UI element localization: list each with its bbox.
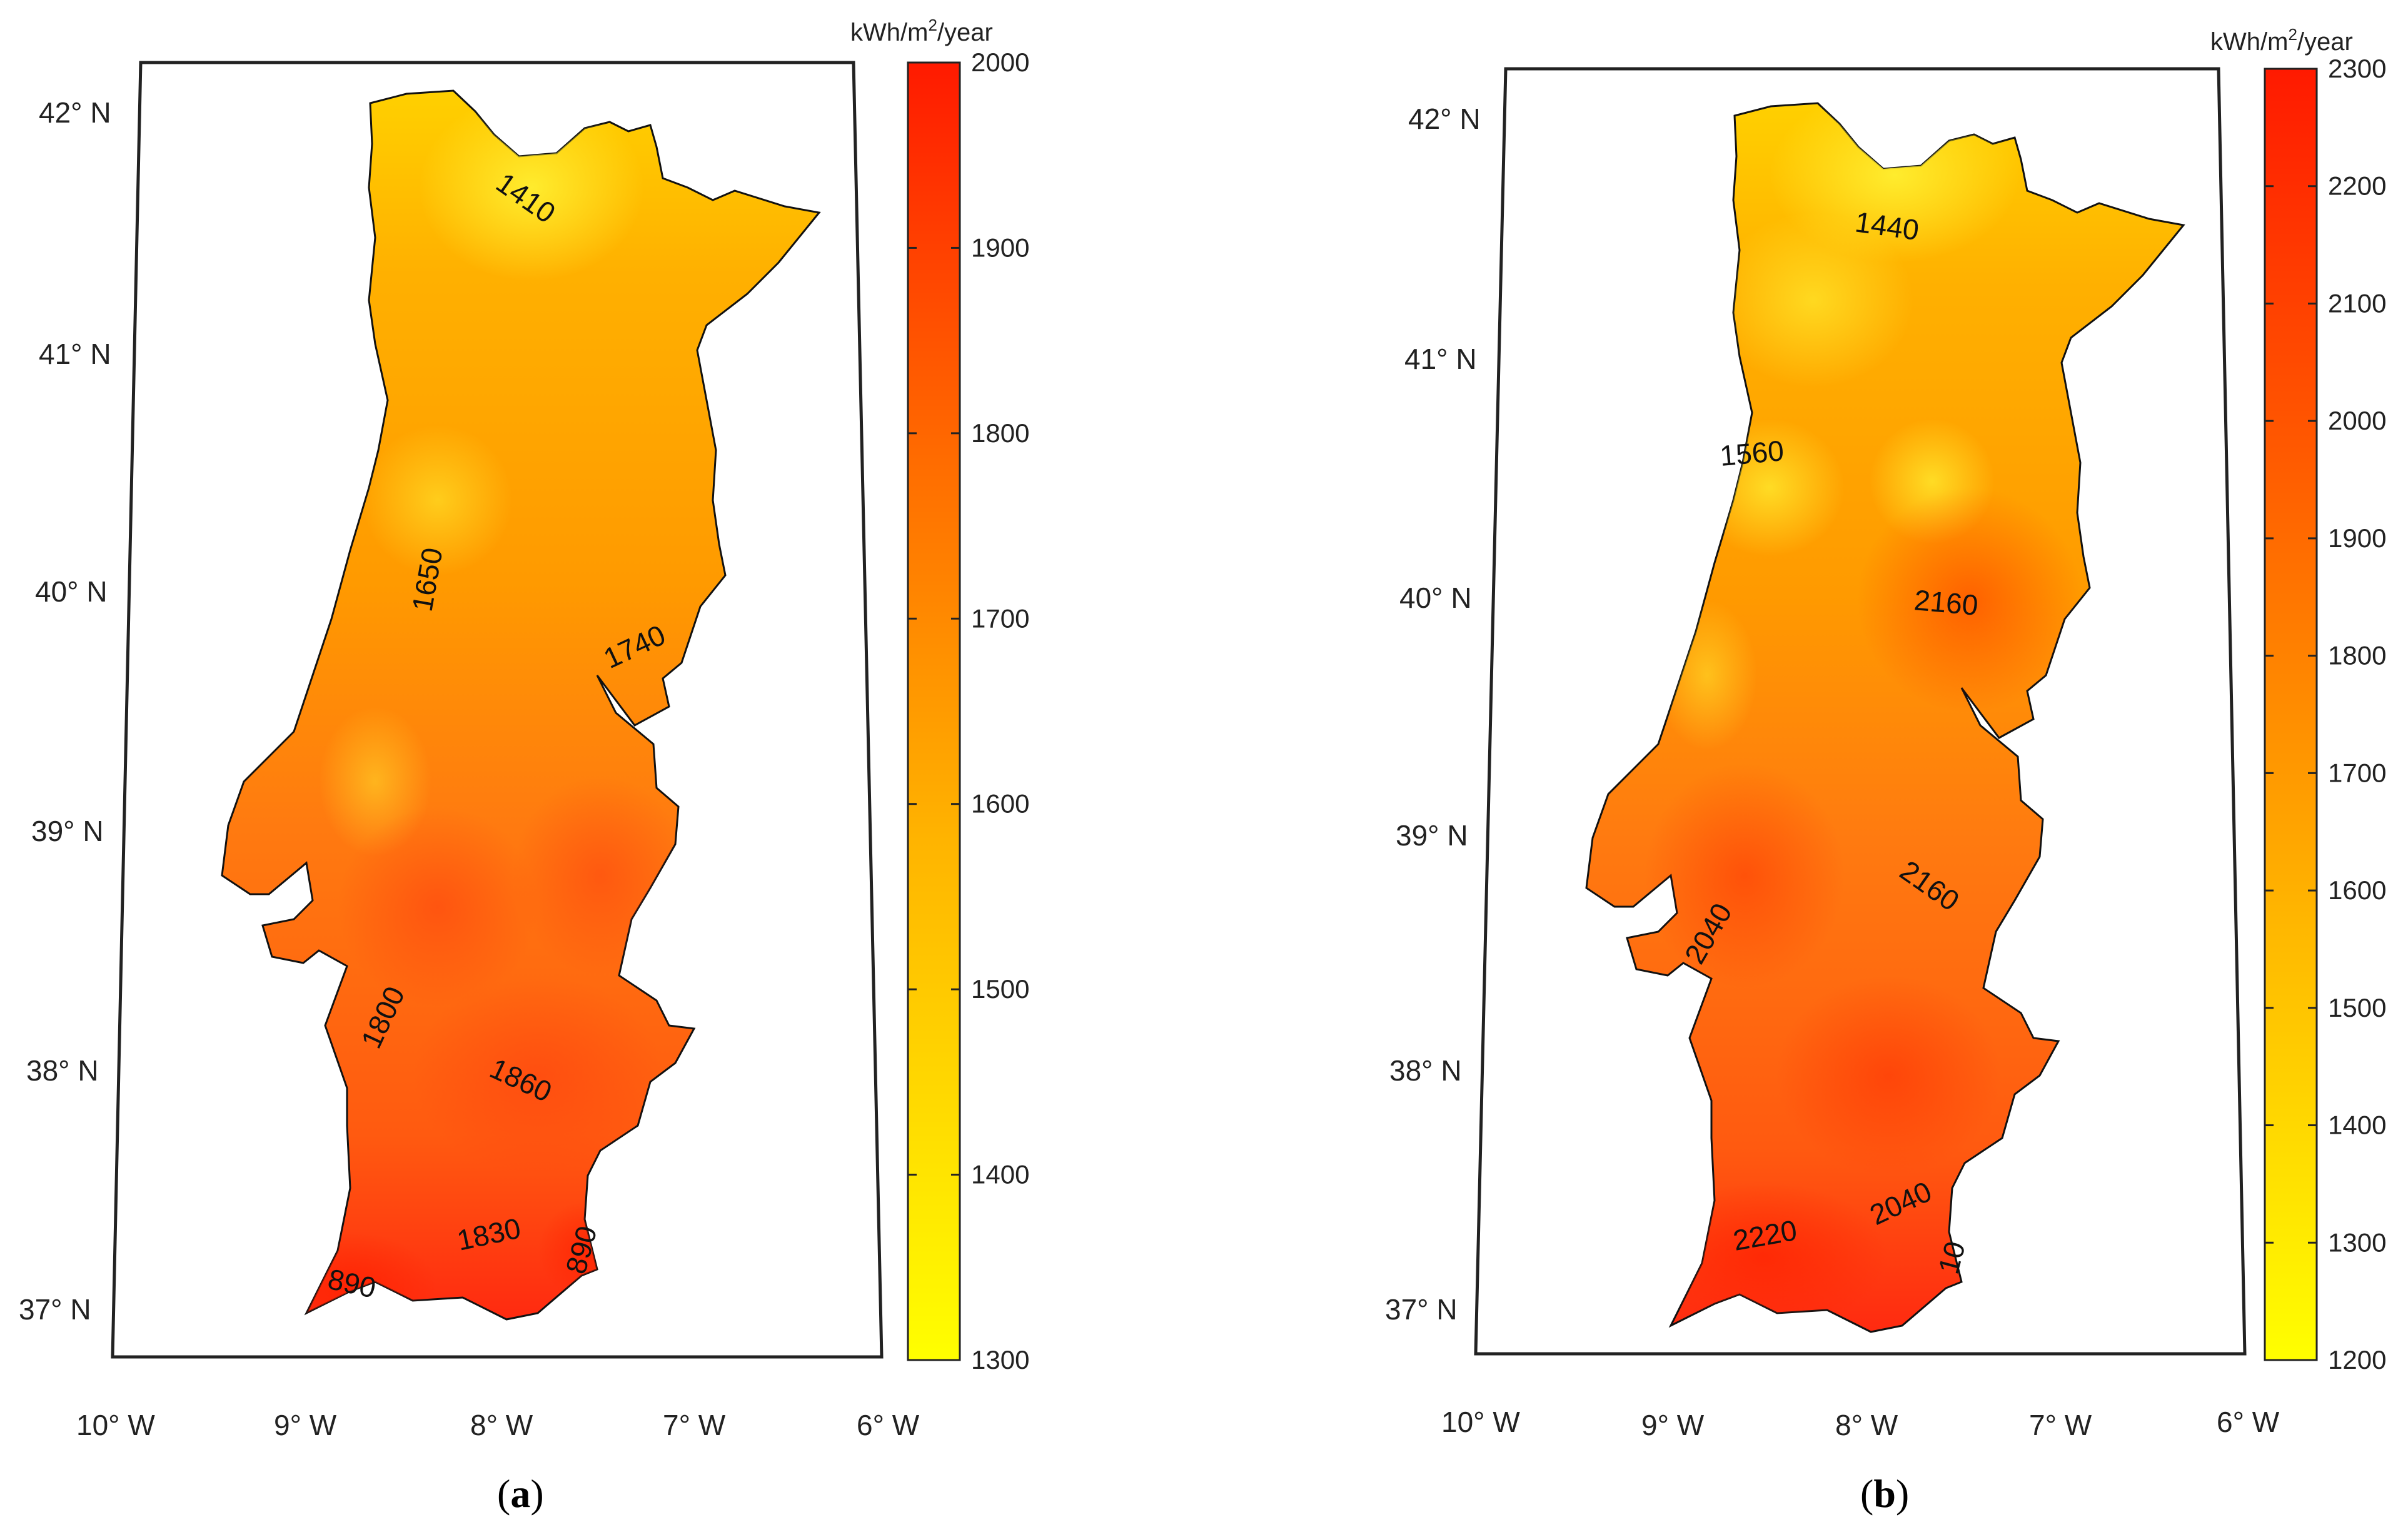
panel-caption: (a) [497,1471,544,1516]
lat-label: 39° N [31,815,104,847]
colorbar-tick-label: 1400 [2328,1111,2386,1140]
latitude-labels: 42° N 41° N 40° N 39° N 38° N 37° N [19,96,111,1326]
colorbar: kWh/m2/year 2000 1900 1800 1700 1600 1500 1400… [850,16,1029,1374]
lat-label: 40° N [35,575,108,608]
lat-label: 42° N [1408,103,1481,135]
colorbar-tick-label: 2100 [2328,288,2386,318]
colorbar-tick-label: 2300 [2328,54,2386,83]
colorbar-tick-label: 2000 [2328,406,2386,435]
colorbar: kWh/m2/year 2300 2200 2100 2000 1900 1800 1700… [2210,25,2386,1374]
lat-label: 40° N [1399,582,1472,614]
lat-label: 37° N [19,1293,91,1326]
colorbar-tick-label: 1600 [971,789,1029,819]
lat-label: 39° N [1396,819,1468,852]
lon-label: 8° W [470,1409,533,1441]
colorbar-tick-label: 1700 [971,603,1029,633]
map-frame [111,61,884,1359]
lon-label: 9° W [274,1409,337,1441]
colorbar-tick-label: 1900 [971,233,1029,262]
portugal-map [221,89,821,1321]
colorbar-tick-label: 1200 [2328,1345,2386,1374]
contour-label: 2160 [1913,583,1979,622]
colorbar-unit: kWh/m2/year [850,16,993,46]
lon-label: 9° W [1641,1409,1705,1441]
panel-caption: (b) [1860,1471,1909,1516]
colorbar-tick-label: 1500 [971,974,1029,1004]
colorbar-tick-label: 1600 [2328,875,2386,905]
colorbar-gradient [907,61,961,1361]
colorbar-tick-label: 1900 [2328,523,2386,553]
colorbar-tick-label: 2200 [2328,171,2386,201]
panel-b: 42° N 41° N 40° N 39° N 38° N 37° N 10° … [1385,25,2386,1516]
map-frame [1474,67,2247,1356]
longitude-labels: 10° W 9° W 8° W 7° W 6° W [1441,1406,2280,1441]
lon-label: 10° W [1441,1406,1520,1438]
colorbar-tick-label: 1400 [971,1160,1029,1189]
lon-label: 6° W [857,1409,920,1441]
colorbar-tick-label: 1700 [2328,758,2386,787]
lon-label: 8° W [1835,1409,1898,1441]
colorbar-tick-label: 1300 [2328,1227,2386,1257]
colorbar-tick-label: 1800 [971,418,1029,448]
colorbar-gradient [2264,68,2318,1361]
lon-label: 7° W [663,1409,726,1441]
lon-label: 10° W [76,1409,155,1441]
lon-label: 6° W [2217,1406,2280,1438]
colorbar-tick-label: 2000 [971,48,1029,77]
colorbar-unit: kWh/m2/year [2210,25,2353,56]
longitude-labels: 10° W 9° W 8° W 7° W 6° W [76,1409,920,1441]
lat-label: 38° N [1389,1054,1462,1087]
panel-a: 42° N 41° N 40° N 39° N 38° N 37° N 10° … [19,16,1029,1516]
colorbar-tick-label: 1800 [2328,641,2386,670]
lat-label: 42° N [39,96,111,129]
lat-label: 41° N [1404,343,1477,375]
portugal-map [1585,102,2185,1333]
lat-label: 38° N [26,1054,99,1087]
lat-label: 41° N [39,338,111,370]
lon-label: 7° W [2029,1409,2092,1441]
latitude-labels: 42° N 41° N 40° N 39° N 38° N 37° N [1385,103,1481,1326]
contour-label: 1560 [1718,434,1785,472]
colorbar-tick-label: 1500 [2328,993,2386,1022]
colorbar-tick-label: 1300 [971,1345,1029,1374]
lat-label: 37° N [1385,1293,1458,1326]
